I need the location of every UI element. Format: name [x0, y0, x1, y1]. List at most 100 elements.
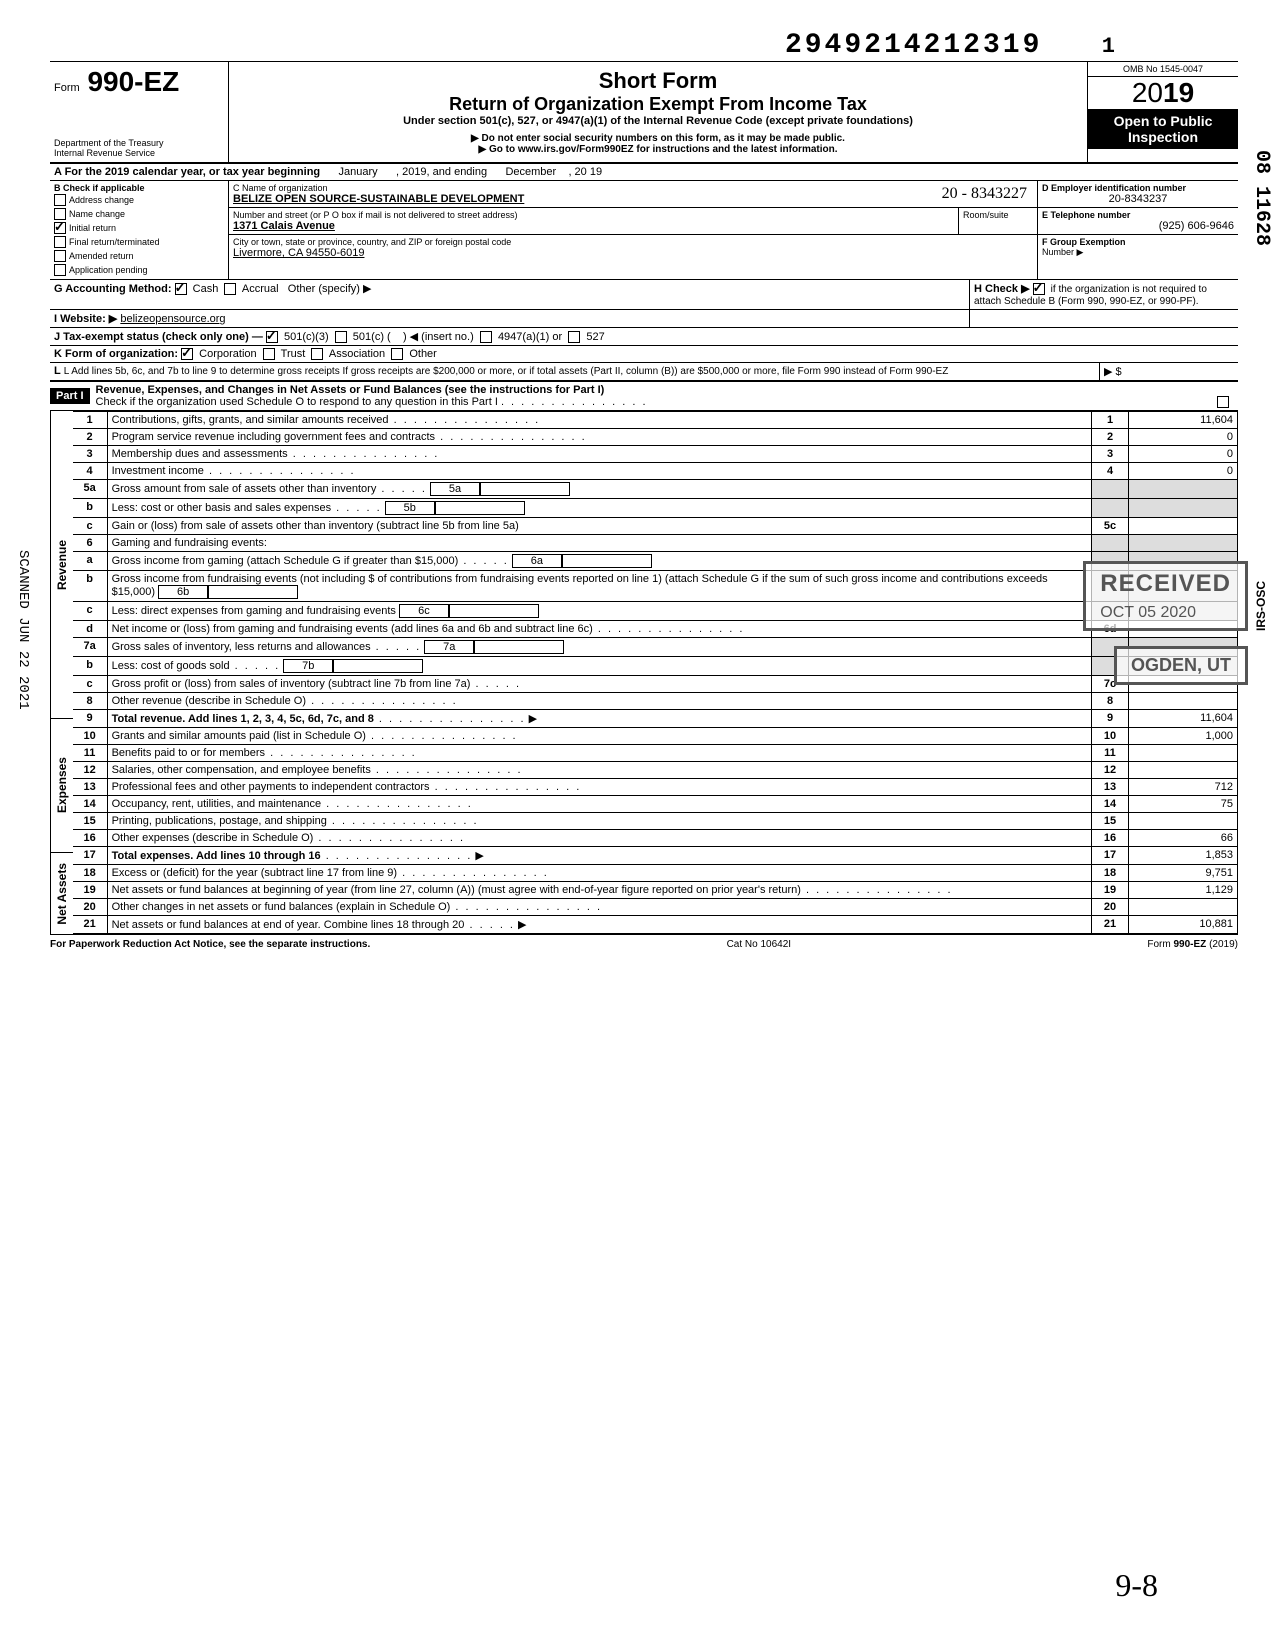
street: 1371 Calais Avenue — [233, 220, 335, 232]
open1: Open to Public — [1090, 113, 1236, 129]
signature: 9-8 — [1115, 1567, 1158, 1604]
cb-trust[interactable] — [263, 348, 275, 360]
irs: Internal Revenue Service — [54, 148, 224, 158]
open-public: Open to Public Inspection — [1088, 109, 1238, 149]
l19b: 19 — [1092, 882, 1129, 899]
cb-address-change[interactable] — [54, 194, 66, 206]
l11d: Benefits paid to or for members — [112, 747, 265, 759]
footer-left: For Paperwork Reduction Act Notice, see … — [50, 939, 370, 950]
a-end-prefix: , 20 — [568, 166, 586, 178]
j-501c: 501(c) ( — [353, 331, 391, 343]
l19a: 1,129 — [1129, 882, 1238, 899]
cb-501c[interactable] — [335, 331, 347, 343]
dln-suffix: 1 — [1102, 34, 1118, 59]
l7cn: c — [73, 676, 108, 693]
cb-pending[interactable] — [54, 264, 66, 276]
l10n: 10 — [73, 728, 108, 745]
l5cb: 5c — [1092, 518, 1129, 535]
l14a: 75 — [1129, 796, 1238, 813]
l20a — [1129, 899, 1238, 916]
l1a: 11,604 — [1129, 412, 1238, 429]
stamp-date: OCT 05 2020 — [1100, 604, 1231, 622]
cb-527[interactable] — [568, 331, 580, 343]
l11n: 11 — [73, 745, 108, 762]
part1-header-row: Part I Revenue, Expenses, and Changes in… — [50, 381, 1238, 411]
l15n: 15 — [73, 813, 108, 830]
l9b: 9 — [1092, 710, 1129, 728]
row-a: A For the 2019 calendar year, or tax yea… — [50, 164, 1238, 181]
room-label: Room/suite — [958, 208, 1037, 234]
a-label: A For the 2019 calendar year, or tax yea… — [54, 166, 320, 178]
l7bib: 7b — [283, 659, 333, 673]
l6bn: b — [73, 571, 108, 602]
b-label: B Check if applicable — [54, 183, 145, 193]
l9n: 9 — [73, 710, 108, 728]
vlabel-expenses: Expenses — [55, 757, 69, 813]
i-label: I Website: ▶ — [54, 313, 117, 325]
b3: Final return/terminated — [69, 237, 160, 247]
l1d: Contributions, gifts, grants, and simila… — [112, 414, 389, 426]
open2: Inspection — [1090, 129, 1236, 145]
f-label2: Number ▶ — [1042, 247, 1234, 258]
form-prefix: Form — [54, 82, 80, 94]
a-end-year: 19 — [590, 166, 602, 178]
cb-schedule-o[interactable] — [1217, 396, 1229, 408]
cb-assoc[interactable] — [311, 348, 323, 360]
main-title: Return of Organization Exempt From Incom… — [235, 94, 1081, 115]
l5ca — [1129, 518, 1238, 535]
row-k: K Form of organization: Corporation Trus… — [50, 346, 1238, 363]
website: belizeopensource.org — [120, 313, 225, 325]
l6aib: 6a — [512, 554, 562, 568]
l8a — [1129, 693, 1238, 710]
k-assoc: Association — [329, 348, 385, 360]
cb-accrual[interactable] — [224, 283, 236, 295]
cb-4947[interactable] — [480, 331, 492, 343]
cb-501c3[interactable] — [266, 331, 278, 343]
l16n: 16 — [73, 830, 108, 847]
l6cib: 6c — [399, 604, 449, 618]
cb-other[interactable] — [391, 348, 403, 360]
l11b: 11 — [1092, 745, 1129, 762]
cb-h[interactable] — [1033, 283, 1045, 295]
l4b: 4 — [1092, 463, 1129, 480]
section-b: B Check if applicable Address change Nam… — [50, 181, 229, 279]
l16d: Other expenses (describe in Schedule O) — [112, 832, 314, 844]
l15b: 15 — [1092, 813, 1129, 830]
h-label: H Check ▶ — [974, 283, 1030, 295]
b2: Initial return — [69, 223, 116, 233]
dln: 2949214212319 — [785, 30, 1042, 61]
l15d: Printing, publications, postage, and shi… — [112, 815, 327, 827]
l7bd: Less: cost of goods sold — [112, 660, 230, 672]
subtitle: Under section 501(c), 527, or 4947(a)(1)… — [235, 115, 1081, 127]
l13b: 13 — [1092, 779, 1129, 796]
l17b: 17 — [1092, 847, 1129, 865]
g-cash: Cash — [193, 283, 219, 295]
year: 2019 — [1088, 77, 1238, 109]
city: Livermore, CA 94550-6019 — [233, 247, 364, 259]
cb-cash[interactable] — [175, 283, 187, 295]
l2a: 0 — [1129, 429, 1238, 446]
a-begin: January — [338, 166, 377, 178]
cb-amended[interactable] — [54, 250, 66, 262]
l19n: 19 — [73, 882, 108, 899]
hand-ein: 20 - 8343227 — [942, 185, 1027, 203]
l6cn: c — [73, 602, 108, 621]
cb-initial-return[interactable] — [54, 222, 66, 234]
l4n: 4 — [73, 463, 108, 480]
part1-label: Part I — [50, 388, 90, 404]
j-4947: 4947(a)(1) or — [498, 331, 562, 343]
l7an: 7a — [73, 638, 108, 657]
form-number: Form 990-EZ — [54, 66, 224, 98]
row-j: J Tax-exempt status (check only one) — 5… — [50, 328, 1238, 346]
l6dd: Net income or (loss) from gaming and fun… — [112, 623, 593, 635]
b5: Application pending — [69, 265, 148, 275]
l12a — [1129, 762, 1238, 779]
l14n: 14 — [73, 796, 108, 813]
l1b: 1 — [1092, 412, 1129, 429]
cb-final[interactable] — [54, 236, 66, 248]
cb-corp[interactable] — [181, 348, 193, 360]
l6an: a — [73, 552, 108, 571]
g-accrual: Accrual — [242, 283, 279, 295]
l2d: Program service revenue including govern… — [112, 431, 435, 443]
addr-label: Number and street (or P O box if mail is… — [233, 210, 954, 220]
